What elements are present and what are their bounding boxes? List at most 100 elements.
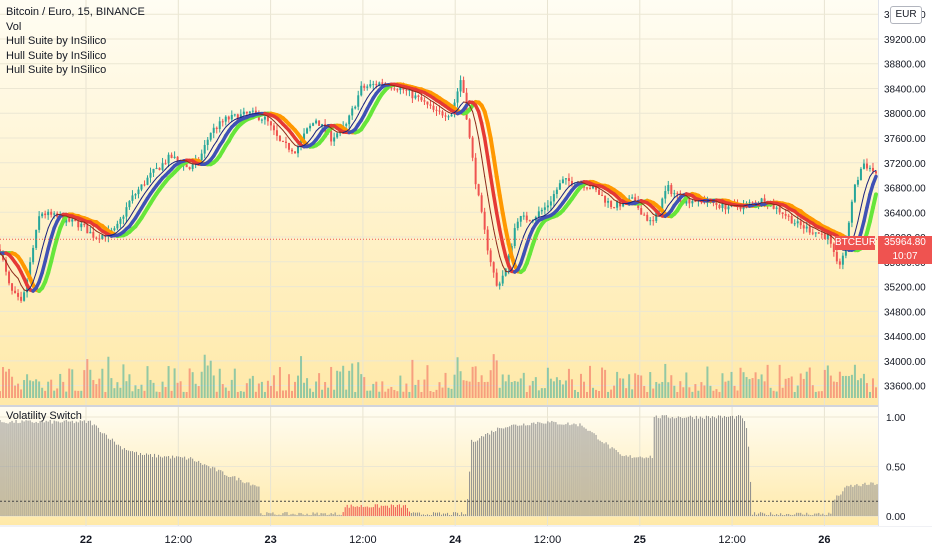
hull-band-inner	[565, 186, 570, 191]
hull-band-inner	[758, 202, 763, 205]
volume-bar	[513, 381, 516, 398]
candle-body	[868, 167, 871, 169]
volume-bar	[772, 390, 775, 398]
hull-band-inner	[616, 200, 621, 204]
hull-band-inner	[162, 168, 167, 173]
candle-body	[610, 201, 613, 208]
hull-band-inner	[2, 255, 7, 263]
hull-band-inner	[330, 127, 335, 131]
volume-bar	[345, 389, 348, 398]
candle-body	[853, 184, 856, 202]
sub-tick-label: 1.00	[886, 413, 906, 424]
volume-bar	[233, 368, 236, 398]
hull-band-outer	[482, 109, 490, 126]
candle-body	[751, 202, 754, 204]
volume-bar	[342, 365, 345, 398]
indicator-hull-1[interactable]: Hull Suite by InSilico	[6, 35, 107, 47]
time-tick-label: 23	[264, 534, 276, 546]
price-tick-label: 34800.00	[884, 307, 926, 318]
candle-body	[74, 219, 77, 222]
indicator-hull-3[interactable]: Hull Suite by InSilico	[6, 64, 107, 76]
symbol-title[interactable]: Bitcoin / Euro, 15, BINANCE	[6, 6, 145, 18]
volume-bar	[354, 391, 357, 398]
hull-band-inner	[800, 219, 805, 223]
volume-bar	[306, 378, 309, 398]
hull-band-middle	[43, 247, 50, 264]
candle-body	[122, 216, 125, 219]
volume-bar	[53, 390, 56, 398]
volume-bar	[182, 391, 185, 398]
hull-band-inner	[134, 202, 139, 209]
hull-band-middle	[497, 227, 505, 246]
last-price-box: 35964.80 10:07	[878, 236, 932, 264]
volume-bar	[269, 385, 272, 398]
candle-body	[546, 205, 549, 208]
hull-band-middle	[479, 121, 487, 140]
volume-bar	[122, 364, 125, 398]
volume-bar	[119, 387, 122, 398]
indicator-hull-2[interactable]: Hull Suite by InSilico	[6, 49, 107, 62]
volume-bar	[862, 373, 865, 398]
volume-bar	[41, 387, 44, 398]
currency-button[interactable]: EUR	[890, 6, 922, 24]
volume-bar	[378, 391, 381, 398]
volume-bar	[86, 359, 89, 398]
candle-body	[191, 164, 194, 169]
ticker-tag: BTCEUR	[835, 236, 877, 250]
candle-body	[874, 171, 877, 174]
hull-band-inner	[65, 215, 70, 218]
candle-body	[50, 211, 53, 215]
hull-band-inner	[122, 221, 127, 227]
hull-band-inner	[396, 85, 401, 88]
volume-bar	[50, 379, 53, 398]
volume-bar	[474, 366, 477, 398]
candle-body	[423, 100, 426, 102]
candle-body	[119, 218, 122, 224]
volume-bar	[871, 378, 874, 398]
candle-body	[170, 154, 173, 158]
volatility-switch-title[interactable]: Volatility Switch	[6, 410, 82, 422]
volume-bar	[125, 381, 128, 398]
candle-body	[480, 195, 483, 212]
hull-band-inner	[219, 130, 224, 137]
hull-band-inner	[177, 159, 182, 162]
volume-bar	[510, 381, 513, 398]
volume-bar	[763, 381, 766, 398]
hull-band-inner	[279, 126, 284, 131]
volume-bar	[811, 385, 814, 398]
volume-bar	[77, 390, 80, 398]
time-tick-label: 12:00	[165, 534, 193, 546]
volume-bar	[549, 378, 552, 398]
hull-band-inner	[137, 197, 142, 204]
hull-band-inner	[574, 181, 579, 184]
volume-bar	[646, 391, 649, 398]
hull-band-inner	[770, 202, 775, 205]
volume-bar	[426, 365, 429, 398]
hull-band-inner	[153, 177, 158, 183]
volume-bar	[387, 388, 390, 398]
hull-band-inner	[23, 289, 28, 292]
hull-band-inner	[794, 215, 799, 219]
hull-band-inner	[14, 274, 19, 279]
hull-band-inner	[448, 111, 453, 115]
volume-bar	[589, 365, 592, 398]
candle-body	[598, 189, 601, 195]
candle-body	[164, 163, 167, 165]
candle-body	[817, 232, 820, 234]
indicator-volume[interactable]: Vol	[6, 20, 22, 33]
volume-bar	[450, 388, 453, 398]
hull-band-inner	[159, 171, 164, 176]
candle-body	[41, 213, 44, 217]
volume-bar	[26, 374, 29, 398]
hull-band-inner	[439, 105, 444, 109]
candle-body	[477, 184, 480, 196]
volume-bar	[850, 374, 853, 398]
candle-body	[146, 177, 149, 185]
hull-band-inner	[110, 233, 115, 236]
volume-bar	[155, 391, 158, 398]
volume-bar	[206, 365, 209, 398]
volume-bar	[435, 389, 438, 398]
hull-band-inner	[502, 265, 507, 272]
hull-band-inner	[426, 97, 431, 101]
candle-body	[718, 205, 721, 209]
